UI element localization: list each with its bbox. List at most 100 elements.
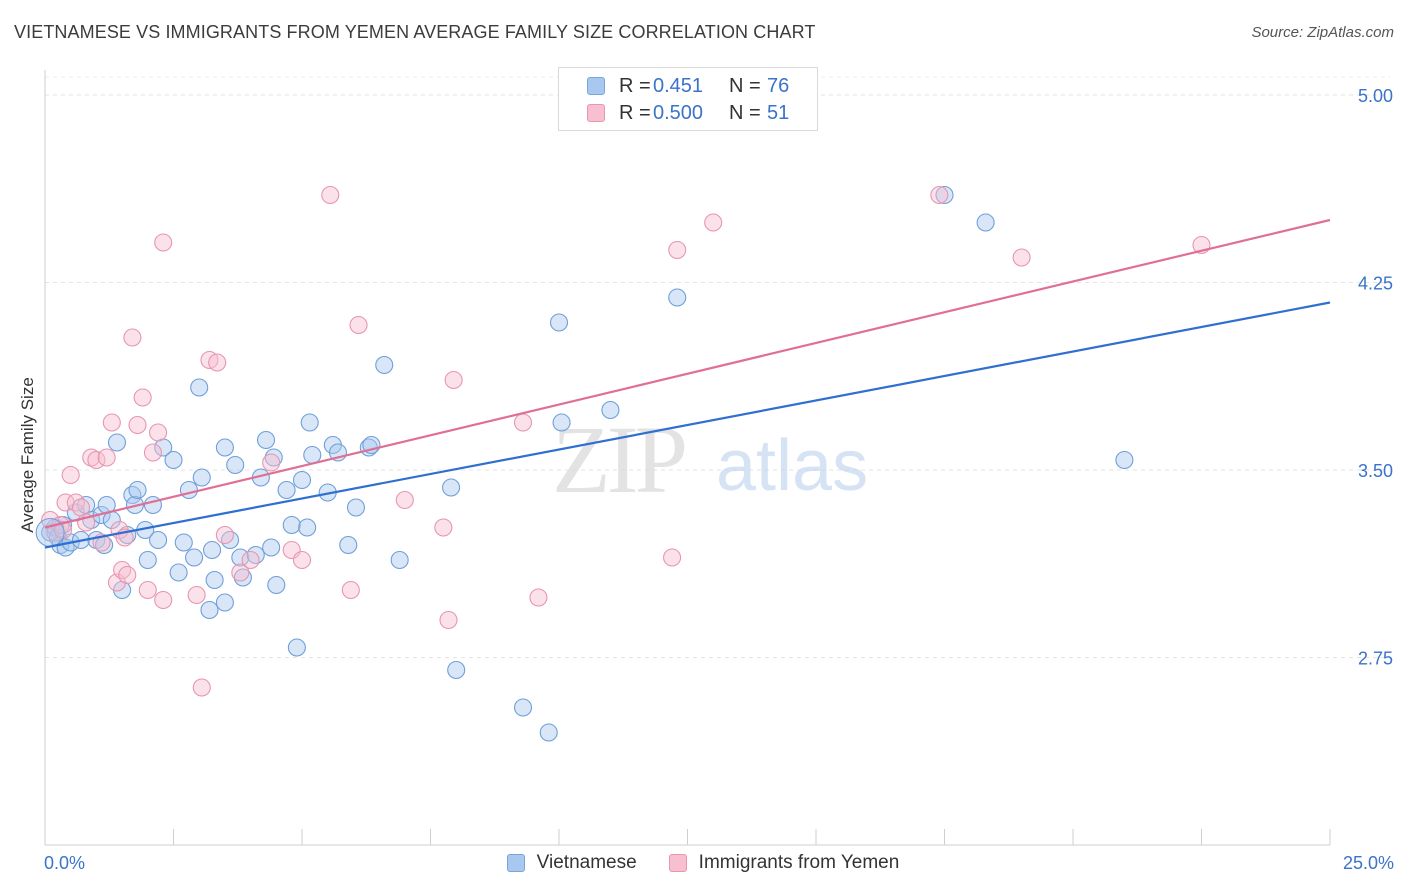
data-points bbox=[35, 185, 1211, 742]
point-yemen bbox=[434, 518, 453, 537]
point-yemen bbox=[395, 490, 414, 510]
point-vietnamese bbox=[107, 433, 127, 452]
legend-swatch-vietnamese bbox=[587, 77, 605, 95]
source-label: Source: ZipAtlas.com bbox=[1251, 24, 1394, 41]
x-tick-label-min: 0.0% bbox=[44, 853, 86, 873]
point-yemen bbox=[133, 388, 152, 407]
point-vietnamese bbox=[976, 213, 995, 232]
y-tick-label: 2.75 bbox=[1358, 649, 1393, 669]
trend-lines bbox=[44, 218, 1331, 549]
point-yemen bbox=[154, 590, 173, 610]
point-yemen bbox=[262, 453, 281, 472]
point-vietnamese bbox=[233, 568, 252, 587]
legend-row-yemen: R = 0.500 N = 51 bbox=[587, 100, 789, 126]
point-vietnamese bbox=[256, 430, 276, 450]
point-vietnamese bbox=[164, 450, 183, 470]
point-yemen bbox=[138, 580, 157, 600]
point-yemen bbox=[1012, 248, 1031, 267]
point-yemen bbox=[66, 493, 85, 512]
point-vietnamese bbox=[200, 600, 219, 620]
point-vietnamese bbox=[169, 563, 188, 582]
point-vietnamese bbox=[138, 550, 157, 570]
legend-label-vietnamese: Vietnamese bbox=[536, 852, 637, 873]
axes bbox=[44, 70, 1331, 846]
legend-n-label: N = bbox=[729, 74, 761, 97]
point-yemen bbox=[128, 415, 147, 435]
point-yemen bbox=[215, 525, 234, 545]
point-vietnamese bbox=[185, 548, 204, 567]
legend-label-yemen: Immigrants from Yemen bbox=[698, 852, 900, 873]
point-yemen bbox=[149, 423, 168, 442]
legend-swatch-yemen bbox=[668, 854, 687, 872]
legend-row-vietnamese: R = 0.451 N = 76 bbox=[587, 73, 789, 99]
point-vietnamese bbox=[262, 538, 281, 557]
point-vietnamese bbox=[149, 530, 168, 550]
point-yemen bbox=[349, 315, 368, 335]
watermark-zip: ZIP bbox=[552, 406, 685, 513]
legend-swatch-yemen bbox=[587, 104, 605, 122]
point-vietnamese bbox=[292, 470, 312, 490]
point-vietnamese bbox=[128, 480, 147, 500]
point-vietnamese bbox=[267, 575, 286, 595]
point-vietnamese bbox=[549, 313, 569, 332]
point-vietnamese bbox=[174, 533, 193, 552]
point-vietnamese bbox=[390, 550, 409, 570]
point-vietnamese bbox=[935, 185, 954, 205]
point-yemen bbox=[192, 678, 211, 697]
point-vietnamese bbox=[192, 468, 211, 487]
legend-item-vietnamese[interactable]: Vietnamese bbox=[506, 852, 637, 874]
legend-r-label: R = bbox=[619, 74, 651, 97]
point-yemen bbox=[529, 588, 548, 607]
point-yemen bbox=[208, 353, 227, 372]
point-vietnamese bbox=[298, 518, 317, 537]
point-yemen bbox=[118, 565, 137, 585]
point-vietnamese bbox=[205, 570, 224, 590]
point-yemen bbox=[241, 550, 260, 570]
point-yemen bbox=[82, 448, 101, 467]
point-vietnamese bbox=[143, 495, 162, 515]
point-vietnamese bbox=[282, 515, 301, 535]
watermark-atlas: atlas bbox=[716, 426, 868, 506]
point-yemen bbox=[439, 610, 458, 630]
point-vietnamese bbox=[277, 480, 296, 500]
point-yemen bbox=[668, 240, 687, 260]
point-vietnamese bbox=[300, 413, 319, 432]
legend-n-label: N = bbox=[729, 101, 761, 124]
trend-line-vietnamese bbox=[44, 301, 1331, 549]
point-vietnamese bbox=[339, 535, 358, 555]
point-vietnamese bbox=[1115, 450, 1134, 470]
point-vietnamese bbox=[203, 540, 222, 560]
point-vietnamese bbox=[442, 478, 461, 497]
point-vietnamese bbox=[513, 698, 533, 717]
stats-legend: R = 0.451 N = 76 R = 0.500 N = 51 bbox=[558, 67, 818, 131]
legend-r-value: 0.451 bbox=[653, 74, 704, 97]
point-yemen bbox=[444, 370, 463, 390]
point-yemen bbox=[154, 233, 173, 252]
point-yemen bbox=[663, 548, 682, 567]
point-vietnamese bbox=[552, 413, 571, 432]
point-vietnamese-cluster bbox=[35, 517, 65, 548]
watermark: ZIP atlas bbox=[552, 406, 868, 513]
point-yemen bbox=[143, 443, 162, 462]
point-yemen bbox=[704, 213, 723, 232]
legend-r-value: 0.500 bbox=[653, 101, 704, 124]
point-yemen bbox=[321, 185, 340, 205]
trend-line-yemen bbox=[44, 218, 1331, 529]
point-vietnamese bbox=[539, 723, 558, 742]
point-vietnamese bbox=[447, 660, 466, 680]
point-vietnamese bbox=[190, 378, 209, 397]
point-vietnamese bbox=[303, 445, 322, 465]
legend-n-value: 76 bbox=[767, 74, 790, 97]
point-yemen bbox=[113, 560, 132, 580]
point-vietnamese bbox=[220, 530, 240, 550]
legend-swatch-vietnamese bbox=[506, 854, 525, 872]
point-yemen bbox=[341, 580, 360, 600]
point-vietnamese bbox=[246, 545, 265, 565]
point-yemen bbox=[97, 448, 116, 467]
point-vietnamese bbox=[179, 480, 198, 500]
legend-item-yemen[interactable]: Immigrants from Yemen bbox=[668, 852, 900, 874]
point-vietnamese bbox=[601, 400, 620, 420]
point-vietnamese bbox=[215, 438, 234, 457]
y-tick-label: 5.00 bbox=[1358, 86, 1393, 106]
